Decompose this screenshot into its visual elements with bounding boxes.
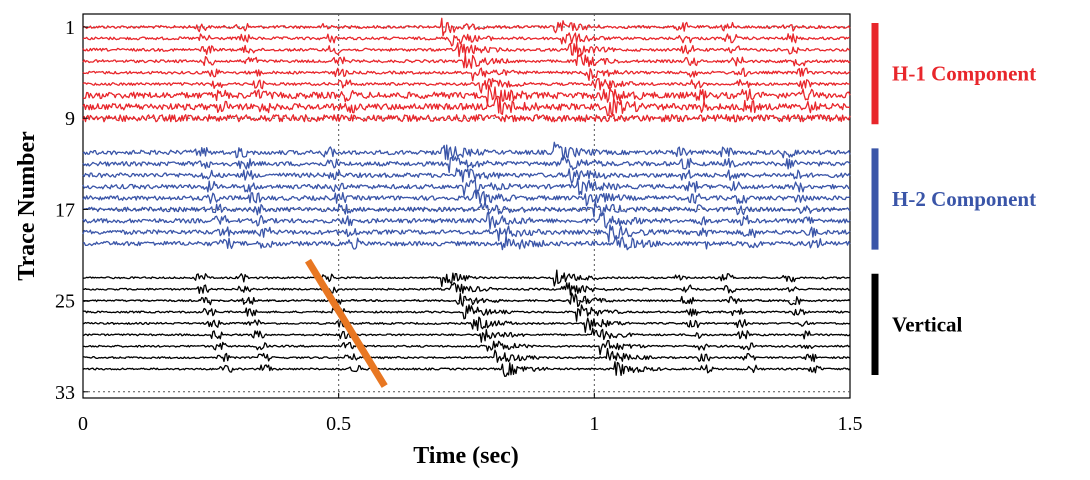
- y-tick-label: 9: [65, 108, 75, 130]
- component-traces: [82, 17, 851, 123]
- y-tick-label: 33: [55, 382, 75, 404]
- trace-line: [82, 67, 851, 82]
- x-axis-title: Time (sec): [413, 443, 519, 469]
- trace-line: [82, 199, 851, 218]
- trace-line: [82, 269, 851, 288]
- trace-line: [82, 177, 851, 197]
- trace-line: [82, 53, 851, 69]
- trace-line: [83, 304, 851, 322]
- trace-line: [82, 189, 851, 207]
- trace-line: [82, 224, 851, 243]
- trace-line: [82, 155, 851, 174]
- trace-line: [82, 32, 851, 47]
- x-tick-label: 0: [78, 413, 88, 435]
- trace-line: [82, 316, 851, 333]
- component-traces: [82, 141, 851, 251]
- trace-line: [82, 167, 851, 184]
- legend-label: H-2 Component: [892, 187, 1036, 211]
- y-tick-label: 17: [55, 199, 75, 221]
- trace-line: [82, 77, 851, 94]
- trace-line: [82, 340, 851, 356]
- trace-line: [82, 17, 851, 37]
- y-tick-label: 25: [55, 291, 75, 313]
- annotation-layer: [305, 258, 388, 388]
- legend-label: Vertical: [892, 312, 963, 336]
- component-traces: [82, 269, 851, 378]
- plot-frame: [82, 13, 851, 399]
- x-tick-label: 1: [589, 413, 599, 435]
- trace-line: [82, 347, 851, 363]
- x-tick-label: 1.5: [838, 413, 863, 435]
- trace-line: [82, 97, 850, 117]
- trace-line: [82, 361, 851, 378]
- plot-area: [82, 13, 851, 399]
- component-legend: H-1 Component H-2 Component Vertical: [871, 23, 1036, 375]
- legend-label: H-1 Component: [892, 62, 1036, 86]
- trace-line: [82, 292, 851, 308]
- y-axis-title: Trace Number: [14, 131, 40, 281]
- trace-line: [82, 234, 851, 251]
- trace-line: [82, 212, 851, 230]
- x-axis: 0 0.5 1 1.5: [78, 393, 863, 435]
- trace-line: [82, 282, 851, 296]
- x-tick-label: 0.5: [326, 413, 351, 435]
- moveout-line: [305, 258, 388, 388]
- y-axis: 1 9 17 25 33: [55, 17, 88, 404]
- trace-line: [82, 84, 851, 106]
- traces-layer: [82, 17, 851, 378]
- trace-line: [82, 114, 851, 123]
- trace-line: [82, 42, 851, 58]
- trace-line: [82, 327, 851, 343]
- y-tick-label: 1: [65, 17, 75, 39]
- trace-line: [82, 141, 851, 161]
